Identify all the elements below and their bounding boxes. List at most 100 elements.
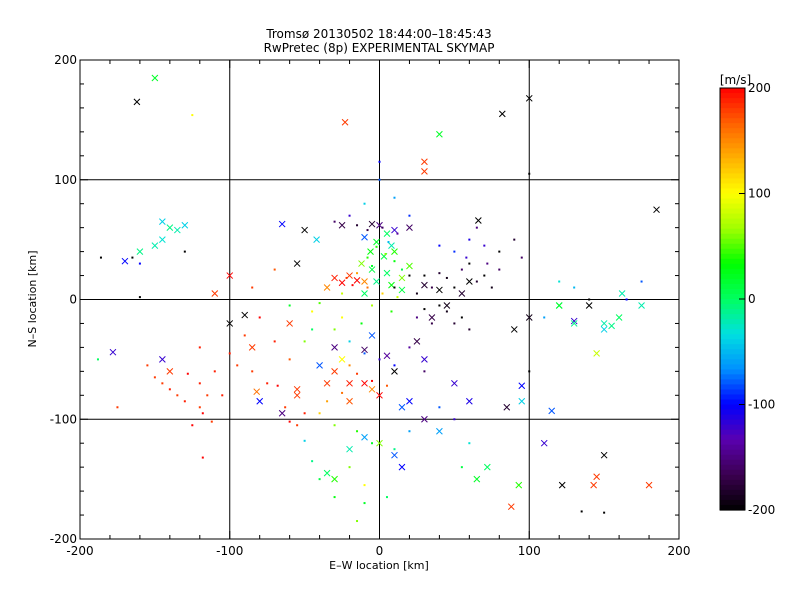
- data-point-dot: [438, 244, 441, 247]
- data-point-dot: [288, 420, 291, 423]
- data-point-x: [346, 379, 353, 387]
- data-point-x: [181, 221, 189, 229]
- colorbar-band: [720, 223, 745, 230]
- data-point-x: [367, 248, 374, 255]
- colorbar-band: [720, 489, 745, 496]
- data-point-dot: [625, 298, 628, 301]
- data-point-x: [465, 278, 473, 285]
- data-point-x: [548, 407, 556, 415]
- data-point-x: [353, 276, 361, 284]
- data-point-x: [483, 463, 491, 471]
- data-point-x: [421, 356, 428, 363]
- data-point-dot: [161, 382, 164, 385]
- colorbar-tick-label: -200: [748, 503, 775, 517]
- data-point-dot: [408, 274, 411, 277]
- data-point-x: [293, 260, 301, 267]
- data-point-x: [278, 409, 286, 417]
- data-point-dot: [201, 412, 204, 415]
- data-point-dot: [341, 316, 344, 319]
- colorbar-band: [720, 148, 745, 154]
- data-point-x: [585, 302, 593, 309]
- data-point-x: [421, 415, 428, 423]
- colorbar-band: [720, 118, 745, 124]
- data-point-dot: [371, 264, 374, 267]
- data-point-dot: [498, 268, 501, 271]
- data-point-x: [361, 233, 368, 241]
- data-point-dot: [378, 160, 381, 163]
- data-point-x: [515, 481, 523, 489]
- data-point-x: [413, 338, 421, 345]
- colorbar-band: [720, 414, 745, 421]
- colorbar-band: [720, 369, 745, 375]
- data-point-dot: [273, 340, 276, 343]
- colorbar-band: [720, 153, 745, 159]
- data-point-x: [159, 236, 166, 243]
- data-point-x: [361, 379, 368, 387]
- data-point-dot: [483, 274, 486, 277]
- data-point-dot: [573, 286, 576, 289]
- data-point-dot: [453, 418, 456, 421]
- colorbar-band: [720, 133, 745, 139]
- data-point-dot: [423, 370, 426, 373]
- data-point-dot: [445, 276, 448, 279]
- data-point-x: [653, 206, 660, 214]
- data-point-dot: [303, 412, 306, 415]
- data-point-x: [600, 451, 608, 459]
- data-point-x: [503, 403, 511, 411]
- data-point-dot: [393, 448, 396, 451]
- data-point-dot: [228, 352, 231, 355]
- data-point-dot: [366, 256, 369, 259]
- data-point-dot: [348, 340, 351, 343]
- colorbar-band: [720, 278, 745, 285]
- y-tick-label: 100: [54, 173, 77, 187]
- data-point-dot: [311, 328, 314, 331]
- data-point-dot: [378, 178, 381, 181]
- colorbar-band: [720, 469, 745, 476]
- data-point-x: [293, 391, 301, 399]
- data-point-dot: [363, 202, 366, 205]
- data-point-x: [570, 317, 578, 325]
- data-point-x: [645, 481, 653, 489]
- data-point-dot: [191, 424, 194, 427]
- colorbar-band: [720, 474, 745, 481]
- x-tick-label: -200: [66, 544, 93, 558]
- data-point-x: [593, 350, 600, 357]
- data-point-dot: [345, 276, 348, 279]
- data-point-x: [166, 224, 174, 232]
- data-point-x: [341, 118, 349, 126]
- data-point-dot: [213, 370, 216, 373]
- data-point-dot: [251, 286, 254, 289]
- data-point-dot: [371, 442, 374, 445]
- data-point-x: [398, 286, 406, 294]
- data-point-x: [361, 290, 368, 297]
- data-point-dot: [396, 232, 399, 235]
- data-point-x: [133, 98, 141, 106]
- data-point-x: [590, 481, 597, 489]
- plot-area: -200 -100 0 100 200 -200 -100 0 100 200: [50, 53, 691, 558]
- colorbar-band: [720, 459, 745, 466]
- data-point-x: [391, 226, 398, 234]
- data-point-dot: [558, 280, 561, 283]
- data-point-x: [151, 74, 159, 82]
- data-point-dot: [243, 334, 246, 337]
- data-point-dot: [236, 364, 239, 367]
- colorbar-band: [720, 218, 745, 225]
- colorbar-band: [720, 103, 745, 109]
- colorbar-band: [720, 143, 745, 149]
- colorbar-band: [720, 429, 745, 436]
- data-point-x: [608, 322, 615, 330]
- colorbar-band: [720, 98, 745, 104]
- data-point-dot: [153, 376, 156, 379]
- data-point-x: [361, 346, 368, 354]
- data-point-dot: [423, 308, 426, 311]
- data-point-x: [570, 320, 578, 327]
- data-point-x: [361, 433, 368, 441]
- data-point-x: [421, 158, 428, 166]
- data-point-dot: [423, 274, 426, 277]
- data-point-x: [361, 278, 368, 285]
- data-point-x: [600, 320, 608, 327]
- colorbar-band: [720, 203, 745, 210]
- colorbar-band: [720, 394, 745, 401]
- data-point-dot: [460, 316, 463, 319]
